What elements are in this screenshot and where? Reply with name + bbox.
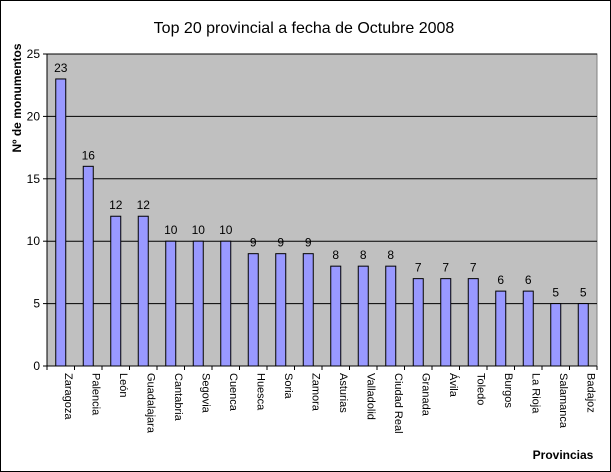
bar-palencia [82,165,94,367]
data-label: 9 [250,236,257,250]
data-label: 6 [497,273,504,287]
bar-zamora [302,253,314,367]
y-tick-label: 5 [33,297,40,311]
data-label: 9 [305,236,312,250]
x-tick-label: Cuenca [227,373,239,412]
x-tick-label: Granada [419,373,431,417]
data-label: 7 [470,261,477,275]
x-tick-label: Zamora [309,373,321,412]
data-label: 5 [580,286,587,300]
bar-cuenca [220,240,232,367]
x-tick-label: Guadalajara [144,373,156,434]
bar-burgos [495,290,507,367]
x-tick-label: Ciudad Real [392,373,404,434]
y-tick-label: 25 [27,47,41,61]
data-label: 8 [360,248,367,262]
data-label: 12 [109,198,123,212]
x-tick-label: Zaragoza [62,373,74,420]
x-tick-labels: Zaragoza Palencia León Guadalajara Cantabria… [62,373,597,434]
bar-la-rioja [522,290,534,367]
data-label: 9 [277,236,284,250]
x-tick-label: Salamanca [557,373,569,429]
bar-león [110,215,122,367]
data-label: 23 [54,61,68,75]
y-tick-label: 20 [27,109,41,123]
bar-asturias [330,265,342,367]
bar-ciudad-real [385,265,397,367]
data-label: 5 [552,286,559,300]
data-label: 10 [219,223,233,237]
bar-badajoz [577,303,589,367]
bar-ávila [440,278,452,367]
x-tick-label: Valladolid [364,373,376,420]
bar-valladolid [357,265,369,367]
data-label: 7 [442,261,449,275]
bar-soria [275,253,287,367]
y-tick-label: 15 [27,172,41,186]
data-label: 6 [525,273,532,287]
data-label: 7 [415,261,422,275]
y-tick-label: 10 [27,234,41,248]
axes [43,53,598,370]
x-tick-label: Badajoz [584,373,596,413]
x-tick-label: La Rioja [529,373,541,414]
x-tick-label: Toledo [474,373,486,405]
x-tick-label: Huesca [254,373,266,411]
x-tick-label: Palencia [89,373,101,416]
bar-huesca [247,253,259,367]
data-label: 12 [137,198,151,212]
x-tick-label: Ávila [447,373,460,398]
data-label: 10 [164,223,178,237]
plot-area [46,53,598,367]
y-tick-labels: 0 5 10 15 20 25 [27,47,41,373]
data-labels: 23 16 12 12 10 10 10 9 9 9 8 8 8 7 7 7 6 6 5 5 [54,61,587,300]
x-tick-label: Cantabria [172,373,184,422]
bar-zaragoza [55,78,67,367]
bar-salamanca [550,303,562,367]
y-tick-label: 0 [33,359,40,373]
x-tick-label: Segovia [199,373,211,414]
bar-toledo [467,278,479,367]
x-tick-label: Asturias [337,373,349,413]
bar-granada [412,278,424,367]
data-label: 8 [332,248,339,262]
x-tick-label: Burgos [502,373,514,408]
chart-title: Top 20 provincial a fecha de Octubre 200… [154,20,455,37]
x-axis-label: Provincias [533,448,594,462]
x-tick-label: Soria [282,373,294,400]
y-axis-label: Nº de monumentos [10,43,24,152]
bar-cantabria [165,240,177,367]
x-tick-label: León [117,373,129,397]
bar-segovia [192,240,204,367]
data-label: 10 [192,223,206,237]
data-label: 16 [82,148,96,162]
data-label: 8 [387,248,394,262]
bar-guadalajara [137,215,149,367]
